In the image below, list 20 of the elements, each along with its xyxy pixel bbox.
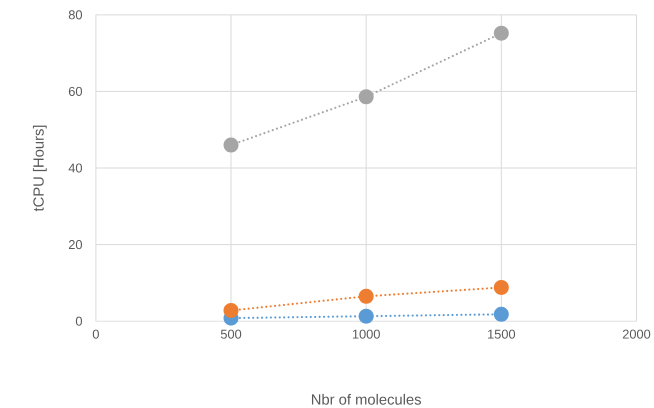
point [358,89,374,104]
y-tick-label: 0 [76,316,82,326]
x-axis-title: Nbr of molecules [312,394,422,405]
x-tick-label: 2000 [622,330,650,339]
y-axis-title: tCPU [Hours] [32,126,47,212]
x-tick-label: 1500 [488,330,516,339]
point [224,138,239,153]
point [358,308,374,324]
x-tick-label: 1000 [352,330,380,339]
x-tick-label: 500 [220,330,242,339]
point [494,26,509,41]
y-tick-label: 80 [68,10,82,20]
point [358,288,374,304]
point [494,280,509,295]
point [494,306,509,322]
point [224,302,239,318]
y-tick-label: 20 [68,240,82,250]
y-tick-label: 60 [68,86,82,96]
x-tick-label: 0 [92,330,99,339]
y-tick-label: 40 [68,163,82,173]
